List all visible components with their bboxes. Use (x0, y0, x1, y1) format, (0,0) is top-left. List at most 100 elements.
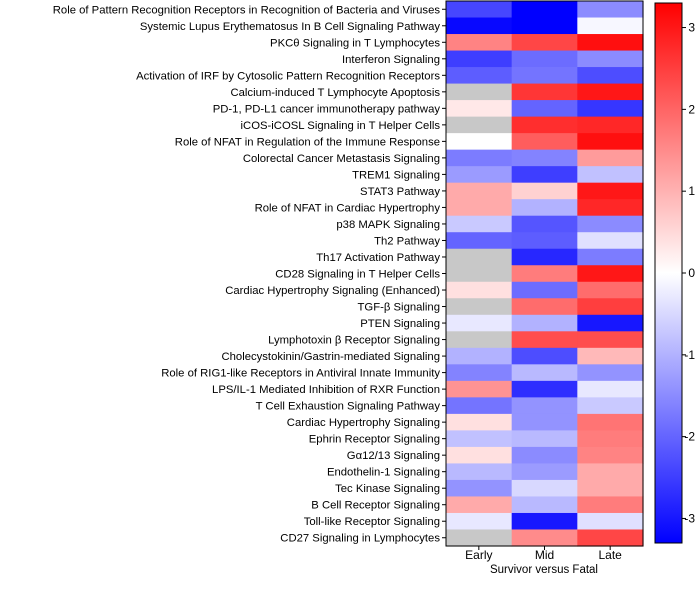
heatmap-cell (577, 397, 644, 415)
heatmap-cell (446, 1, 513, 19)
row-label: Systemic Lupus Erythematosus In B Cell S… (140, 21, 440, 33)
heatmap-cell (511, 166, 578, 184)
heatmap-cell (511, 463, 578, 481)
heatmap-cell (446, 232, 513, 250)
heatmap-cell (446, 133, 513, 151)
column-label: Late (598, 548, 622, 562)
heatmap-cell (511, 67, 578, 85)
heatmap-cells (446, 1, 644, 547)
heatmap-cell (577, 446, 644, 465)
heatmap-cell (511, 430, 578, 448)
heatmap-cell (446, 166, 513, 184)
row-label: Endothelin-1 Signaling (327, 467, 440, 479)
heatmap-cell (577, 463, 644, 481)
row-label: Calcium-induced T Lymphocyte Apoptosis (230, 87, 440, 99)
row-label: Th2 Pathway (374, 235, 440, 247)
heatmap-cell (446, 463, 513, 481)
row-label: Toll-like Receptor Signaling (304, 516, 440, 528)
heatmap-cell (511, 331, 578, 349)
heatmap-cell (511, 364, 578, 382)
heatmap-cell (577, 430, 644, 448)
heatmap-cell (446, 215, 513, 233)
heatmap-cell (446, 265, 513, 283)
heatmap-cell (511, 397, 578, 415)
heatmap-cell (511, 347, 578, 365)
heatmap-cell (511, 232, 578, 250)
heatmap-cell (511, 1, 578, 19)
row-label: Role of RIG1-like Receptors in Antiviral… (161, 368, 440, 380)
heatmap-cell (446, 347, 513, 365)
row-label: CD28 Signaling in T Helper Cells (275, 269, 440, 281)
heatmap-cell (446, 413, 513, 431)
heatmap-cell (511, 100, 578, 118)
colorbar-tick-label: -3 (684, 511, 695, 525)
heatmap-cell (577, 347, 644, 365)
heatmap-cell (446, 298, 513, 316)
colorbar-tick-label: 3 (688, 21, 695, 35)
heatmap-cell (446, 529, 513, 547)
row-label: Colorectal Cancer Metastasis Signaling (243, 153, 440, 165)
heatmap-cell (511, 413, 578, 431)
x-axis-label: Survivor versus Fatal (490, 564, 598, 576)
heatmap-cell (446, 149, 513, 167)
heatmap-cell (577, 232, 644, 250)
row-label: B Cell Receptor Signaling (311, 500, 440, 512)
heatmap-cell (446, 100, 513, 118)
row-label: iCOS-iCOSL Signaling in T Helper Cells (241, 120, 441, 132)
heatmap-cell (577, 199, 644, 217)
heatmap-cell (577, 265, 644, 283)
heatmap-cell (577, 34, 644, 52)
row-label: STAT3 Pathway (360, 186, 440, 198)
heatmap-cell (577, 67, 644, 85)
heatmap-cell (577, 149, 644, 167)
heatmap-cell (446, 67, 513, 85)
heatmap-cell (511, 479, 578, 498)
row-label: TGF-β Signaling (358, 302, 440, 314)
row-label: Cardiac Hypertrophy Signaling (Enhanced) (225, 285, 440, 297)
heatmap-cell (446, 512, 513, 531)
heatmap-cell (577, 83, 644, 101)
heatmap-cell (577, 479, 644, 498)
heatmap-cell (446, 331, 513, 349)
heatmap-cell (511, 133, 578, 151)
row-label: p38 MAPK Signaling (336, 219, 440, 231)
heatmap-cell (446, 83, 513, 101)
heatmap-cell (577, 529, 644, 547)
heatmap-cell (577, 1, 644, 19)
heatmap-cell (577, 413, 644, 431)
heatmap-cell (577, 380, 644, 398)
row-label: PKCθ Signaling in T Lymphocytes (270, 37, 440, 49)
heatmap-cell (511, 199, 578, 217)
row-label: Role of NFAT in Cardiac Hypertrophy (255, 202, 441, 214)
row-label: Gα12/13 Signaling (347, 450, 440, 462)
heatmap-cell (446, 116, 513, 134)
heatmap-cell (577, 116, 644, 134)
heatmap-cell (446, 364, 513, 382)
row-label: Cholecystokinin/Gastrin-mediated Signali… (221, 351, 440, 363)
heatmap-cell (446, 380, 513, 398)
heatmap-cell (577, 17, 644, 35)
row-label: Role of NFAT in Regulation of the Immune… (175, 136, 440, 148)
heatmap-cell (446, 50, 513, 68)
colorbar-tick-label: 1 (688, 184, 695, 198)
row-label: Interferon Signaling (342, 54, 440, 66)
heatmap-cell (577, 298, 644, 316)
heatmap-cell (577, 182, 644, 200)
heatmap-cell (577, 248, 644, 266)
heatmap-cell (511, 496, 578, 514)
heatmap-cell (577, 496, 644, 514)
heatmap-cell (577, 100, 644, 118)
heatmap-cell (577, 281, 644, 299)
heatmap-cell (511, 265, 578, 283)
heatmap-cell (511, 17, 578, 35)
heatmap-cell (511, 215, 578, 233)
row-label: Activation of IRF by Cytosolic Pattern R… (136, 70, 440, 82)
heatmap-cell (577, 215, 644, 233)
heatmap-cell (511, 446, 578, 465)
heatmap-cell (446, 496, 513, 514)
heatmap-cell (511, 149, 578, 167)
column-labels: Early Mid Late (465, 546, 622, 562)
heatmap-cell (511, 314, 578, 332)
column-label: Mid (535, 548, 554, 562)
